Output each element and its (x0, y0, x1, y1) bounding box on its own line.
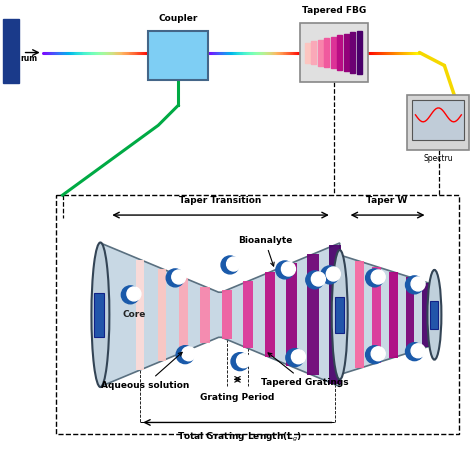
Text: Taper W: Taper W (366, 196, 408, 205)
Text: Tapered FBG: Tapered FBG (301, 6, 366, 15)
Circle shape (411, 277, 425, 291)
Ellipse shape (428, 270, 441, 360)
Bar (222, 290, 232, 339)
Circle shape (321, 266, 339, 284)
Circle shape (172, 270, 186, 284)
Bar (430, 301, 438, 329)
Bar (94, 293, 104, 337)
Bar (201, 287, 210, 343)
Bar (264, 272, 275, 357)
Bar (355, 261, 364, 368)
Circle shape (411, 344, 425, 358)
Bar (344, 34, 349, 72)
Bar (356, 31, 362, 74)
Bar (286, 263, 297, 366)
Bar (137, 260, 144, 370)
Circle shape (326, 267, 340, 281)
Ellipse shape (91, 243, 109, 387)
Circle shape (231, 353, 249, 371)
Text: Bioanalyte: Bioanalyte (238, 236, 292, 266)
Circle shape (237, 354, 251, 368)
Text: Tapered Gratings: Tapered Gratings (261, 353, 348, 387)
Bar (318, 40, 323, 65)
Text: Spectru: Spectru (424, 154, 453, 163)
Circle shape (182, 347, 196, 361)
Bar (372, 266, 381, 363)
Text: Total Grating Length(L$_g$): Total Grating Length(L$_g$) (177, 430, 302, 444)
Text: Coupler: Coupler (158, 14, 198, 23)
Bar (324, 38, 329, 67)
Circle shape (282, 262, 295, 276)
Circle shape (365, 346, 383, 364)
Bar (337, 35, 342, 70)
Bar (243, 281, 254, 348)
Bar (412, 100, 465, 140)
Circle shape (311, 272, 325, 286)
Circle shape (176, 346, 194, 364)
Text: rum: rum (21, 54, 38, 63)
Text: Aqueous solution: Aqueous solution (101, 352, 190, 390)
Circle shape (292, 350, 305, 364)
Circle shape (306, 271, 324, 289)
Circle shape (286, 349, 304, 366)
Polygon shape (340, 255, 434, 374)
Bar (55, 195, 459, 434)
Circle shape (371, 270, 385, 284)
Circle shape (405, 276, 423, 294)
Bar (422, 283, 431, 347)
Bar (307, 254, 319, 375)
Bar (3, 18, 18, 83)
Bar (300, 23, 368, 82)
Bar (329, 245, 341, 384)
Bar (158, 269, 166, 361)
Text: Taper Transition: Taper Transition (179, 196, 261, 205)
Circle shape (166, 269, 184, 287)
Circle shape (121, 286, 139, 304)
Bar (305, 43, 310, 63)
Circle shape (276, 261, 294, 279)
Bar (335, 297, 344, 333)
Circle shape (127, 287, 141, 301)
Bar (405, 277, 414, 352)
Bar (331, 36, 336, 69)
Text: Grating Period: Grating Period (201, 393, 275, 402)
Bar (350, 32, 355, 73)
Bar (179, 278, 188, 352)
Circle shape (365, 269, 383, 287)
Bar (408, 95, 469, 150)
Circle shape (221, 256, 239, 274)
Ellipse shape (332, 250, 347, 380)
Circle shape (405, 343, 423, 361)
Text: Core: Core (122, 310, 146, 319)
Bar (389, 272, 398, 357)
Bar (148, 31, 208, 81)
Circle shape (371, 347, 385, 361)
Circle shape (227, 257, 241, 271)
Bar (311, 41, 316, 64)
Polygon shape (100, 243, 340, 387)
